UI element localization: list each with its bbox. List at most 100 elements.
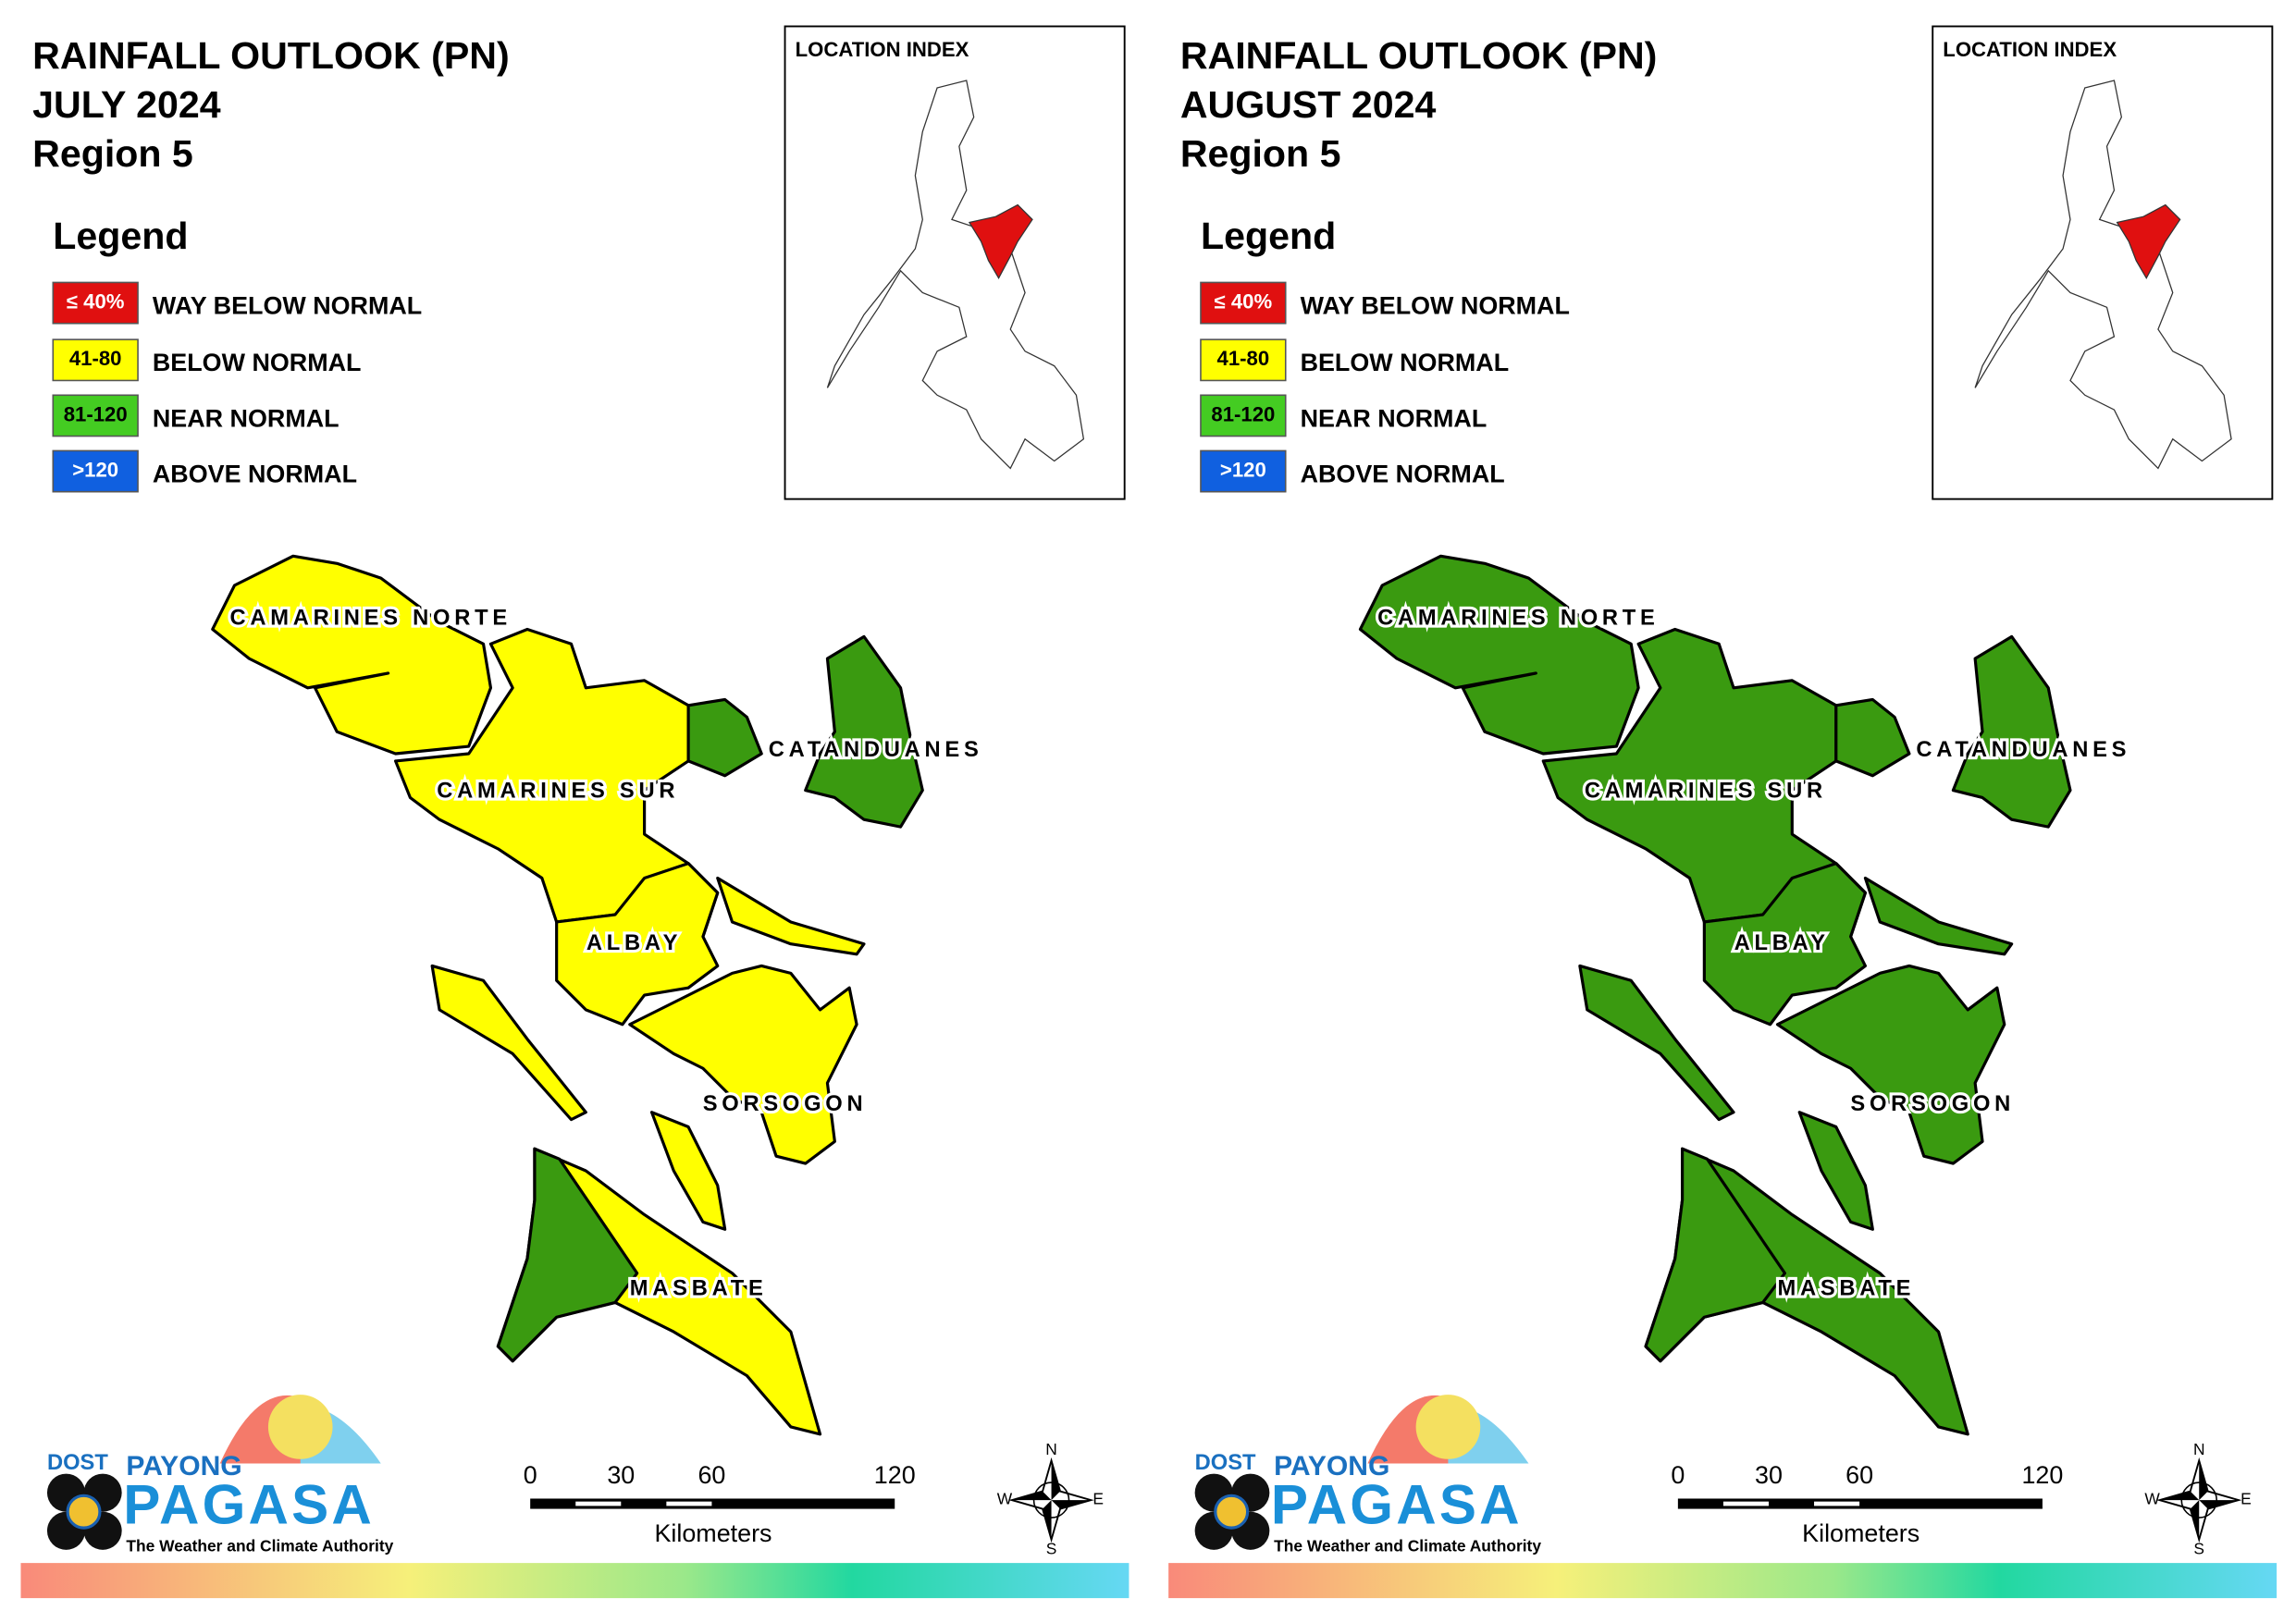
legend-label: WAY BELOW NORMAL <box>1301 291 1570 319</box>
legend-swatch <box>1200 338 1287 382</box>
scale-label: 60 <box>697 1461 725 1489</box>
logo-face <box>1415 1395 1481 1459</box>
logo-name: PAGASA <box>123 1473 375 1535</box>
region-5-highlight <box>2116 203 2181 279</box>
scale-label: 0 <box>1671 1461 1685 1489</box>
province-shape <box>1644 1147 1786 1363</box>
province-label: CAMARINES SUR <box>1585 779 1827 803</box>
province-label: ALBAY <box>1734 931 1830 955</box>
legend-range: 41-80 <box>1217 347 1270 370</box>
legend-range: ≤ 40% <box>1215 289 1273 313</box>
panel-title: RAINFALL OUTLOOK (PN) <box>1180 34 1658 77</box>
province-label: CAMARINES SUR <box>437 779 679 803</box>
province-shape <box>716 876 866 956</box>
legend-label: WAY BELOW NORMAL <box>153 291 422 319</box>
panel-title: AUGUST 2024 <box>1180 83 1437 126</box>
location-index-title: LOCATION INDEX <box>1943 38 2117 61</box>
province-shape <box>555 862 720 1027</box>
province-shape <box>1358 554 1640 756</box>
province-shape <box>804 634 924 829</box>
scale-bar-segment <box>1722 1501 1769 1506</box>
province-shape <box>1951 634 2072 829</box>
province-label: ALBAY <box>586 931 682 955</box>
legend-range: 81-120 <box>1211 402 1275 425</box>
scale-label: 120 <box>874 1461 916 1489</box>
logo-dost: DOST <box>47 1451 108 1475</box>
panel: RAINFALL OUTLOOK (PN) JULY 2024 Region 5 Le… <box>20 25 1129 1599</box>
scale-bar-segment <box>1814 1501 1860 1506</box>
compass-letter: S <box>2193 1539 2204 1557</box>
legend-swatch <box>1200 281 1287 325</box>
compass-letter: N <box>1045 1440 1057 1458</box>
color-band <box>20 1563 1129 1599</box>
region-5-highlight <box>968 203 1033 279</box>
legend-range: >120 <box>1220 458 1266 481</box>
scale-bar-segment <box>575 1501 622 1506</box>
scale-bar <box>530 1498 895 1509</box>
logo-brand: PAYONG <box>126 1451 241 1482</box>
province-shape <box>1541 627 1868 939</box>
panel-title: RAINFALL OUTLOOK (PN) <box>32 34 510 77</box>
compass-letter: N <box>2193 1440 2205 1458</box>
province-shape <box>1578 964 1735 1122</box>
province-label: CATANDUANES <box>769 738 983 762</box>
scale-label: 120 <box>2021 1461 2063 1489</box>
legend-title: Legend <box>1201 215 1336 257</box>
scale-label: 60 <box>1845 1461 1873 1489</box>
location-index-title: LOCATION INDEX <box>796 38 969 61</box>
province-label: CAMARINES NORTE <box>229 607 511 631</box>
province-label: MASBATE <box>630 1276 768 1300</box>
legend-swatch <box>52 338 139 382</box>
province-shape <box>1863 876 2014 956</box>
province-shape <box>628 964 858 1165</box>
scale-label: 0 <box>524 1461 537 1489</box>
legend-title: Legend <box>53 215 188 257</box>
compass-dark <box>1011 1460 1092 1540</box>
logo-name: PAGASA <box>1271 1473 1523 1535</box>
legend-label: ABOVE NORMAL <box>153 460 357 487</box>
province-shape <box>211 554 493 756</box>
province-label: CAMARINES NORTE <box>1377 607 1659 631</box>
legend-range: 81-120 <box>64 402 128 425</box>
legend-label: ABOVE NORMAL <box>1301 460 1505 487</box>
province-shape <box>1834 697 1911 778</box>
legend-swatch <box>1200 449 1287 493</box>
province-shape <box>1797 1111 1874 1231</box>
color-band <box>1168 1563 2277 1599</box>
panel-title: Region 5 <box>1180 132 1341 175</box>
scale-label: 30 <box>607 1461 635 1489</box>
legend-range: >120 <box>72 458 118 481</box>
scale-unit: Kilometers <box>1802 1519 1920 1547</box>
legend-swatch <box>52 394 139 437</box>
legend-label: NEAR NORMAL <box>1301 404 1487 432</box>
legend-swatch <box>52 281 139 325</box>
compass-letter: W <box>997 1490 1013 1508</box>
legend-label: BELOW NORMAL <box>153 349 362 376</box>
logo-dost: DOST <box>1195 1451 1256 1475</box>
legend-label: BELOW NORMAL <box>1301 349 1510 376</box>
compass-letter: W <box>2144 1490 2160 1508</box>
panel-title: Region 5 <box>32 132 193 175</box>
province-label: MASBATE <box>1777 1276 1915 1300</box>
legend-range: 41-80 <box>69 347 122 370</box>
legend-range: ≤ 40% <box>67 289 125 313</box>
compass-letter: S <box>1046 1539 1057 1557</box>
province-shape <box>649 1111 727 1231</box>
compass-letter: E <box>1092 1490 1104 1508</box>
legend-swatch <box>52 449 139 493</box>
panel: RAINFALL OUTLOOK (PN) AUGUST 2024 Region 5… <box>1168 25 2277 1599</box>
scale-bar-segment <box>666 1501 712 1506</box>
province-label: SORSOGON <box>703 1092 868 1116</box>
scale-label: 30 <box>1755 1461 1783 1489</box>
panel-title: JULY 2024 <box>32 83 221 126</box>
logo-tagline: The Weather and Climate Authority <box>1274 1536 1541 1555</box>
legend-swatch <box>1200 394 1287 437</box>
logo-face <box>267 1395 333 1459</box>
compass-letter: E <box>2240 1490 2252 1508</box>
province-label: CATANDUANES <box>1916 738 2130 762</box>
province-shape <box>686 697 763 778</box>
scale-bar <box>1677 1498 2043 1509</box>
province-shape <box>1702 862 1868 1027</box>
province-shape <box>430 964 587 1122</box>
